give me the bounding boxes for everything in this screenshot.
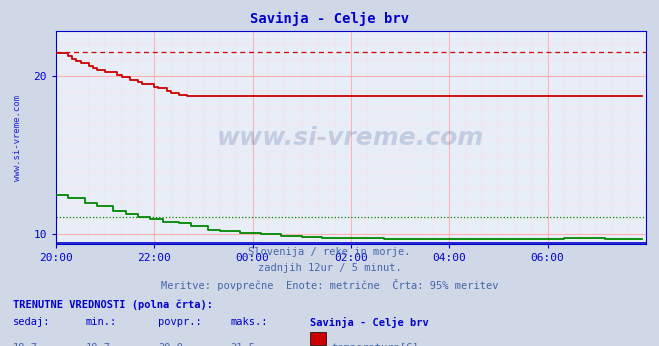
- Text: Savinja - Celje brv: Savinja - Celje brv: [250, 12, 409, 26]
- Text: 18,7: 18,7: [13, 343, 38, 346]
- Text: zadnjih 12ur / 5 minut.: zadnjih 12ur / 5 minut.: [258, 263, 401, 273]
- Text: TRENUTNE VREDNOSTI (polna črta):: TRENUTNE VREDNOSTI (polna črta):: [13, 299, 213, 310]
- Text: Slovenija / reke in morje.: Slovenija / reke in morje.: [248, 247, 411, 257]
- Text: Savinja - Celje brv: Savinja - Celje brv: [310, 317, 428, 328]
- Text: 20,0: 20,0: [158, 343, 183, 346]
- Text: temperatura[C]: temperatura[C]: [331, 343, 419, 346]
- Text: sedaj:: sedaj:: [13, 317, 51, 327]
- Text: www.si-vreme.com: www.si-vreme.com: [13, 94, 22, 181]
- Text: www.si-vreme.com: www.si-vreme.com: [217, 126, 484, 149]
- Text: 21,5: 21,5: [231, 343, 256, 346]
- Text: maks.:: maks.:: [231, 317, 268, 327]
- Text: min.:: min.:: [86, 317, 117, 327]
- Text: povpr.:: povpr.:: [158, 317, 202, 327]
- Text: 18,7: 18,7: [86, 343, 111, 346]
- Text: Meritve: povprečne  Enote: metrične  Črta: 95% meritev: Meritve: povprečne Enote: metrične Črta:…: [161, 279, 498, 291]
